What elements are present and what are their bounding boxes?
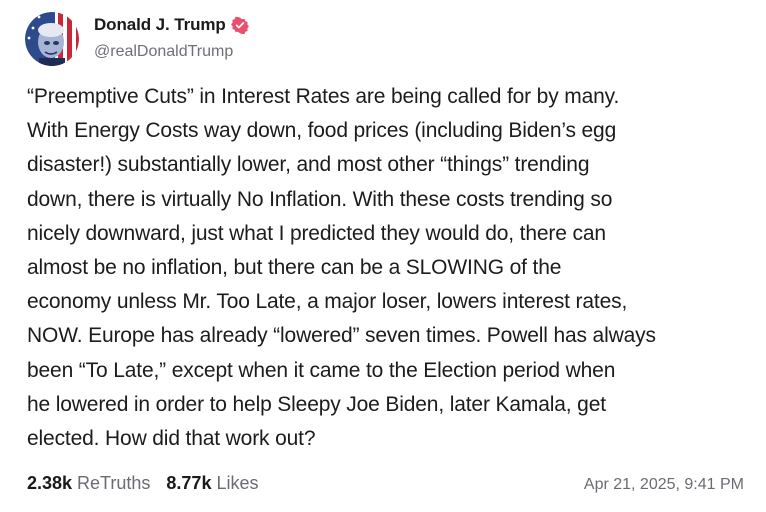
avatar[interactable] [25,12,79,66]
avatar-image [25,12,79,66]
retruths-stat[interactable]: 2.38k ReTruths [27,473,150,494]
retruths-label: ReTruths [77,473,151,493]
post-text: “Preemptive Cuts” in Interest Rates are … [27,85,656,451]
author-display-name[interactable]: Donald J. Trump [94,15,226,34]
author-info: Donald J. Trump @realDonaldTrump [94,14,249,61]
author-handle[interactable]: @realDonaldTrump [94,43,234,60]
retruths-count: 2.38k [27,473,73,493]
likes-stat[interactable]: 8.77k Likes [166,473,258,494]
likes-count: 8.77k [166,473,212,493]
post-stats: 2.38k ReTruths 8.77k Likes [27,473,258,494]
likes-label: Likes [216,473,259,493]
post-timestamp[interactable]: Apr 21, 2025, 9:41 PM [583,476,744,493]
author-name-row: Donald J. Trump [94,14,249,36]
verified-badge-icon [230,16,249,35]
